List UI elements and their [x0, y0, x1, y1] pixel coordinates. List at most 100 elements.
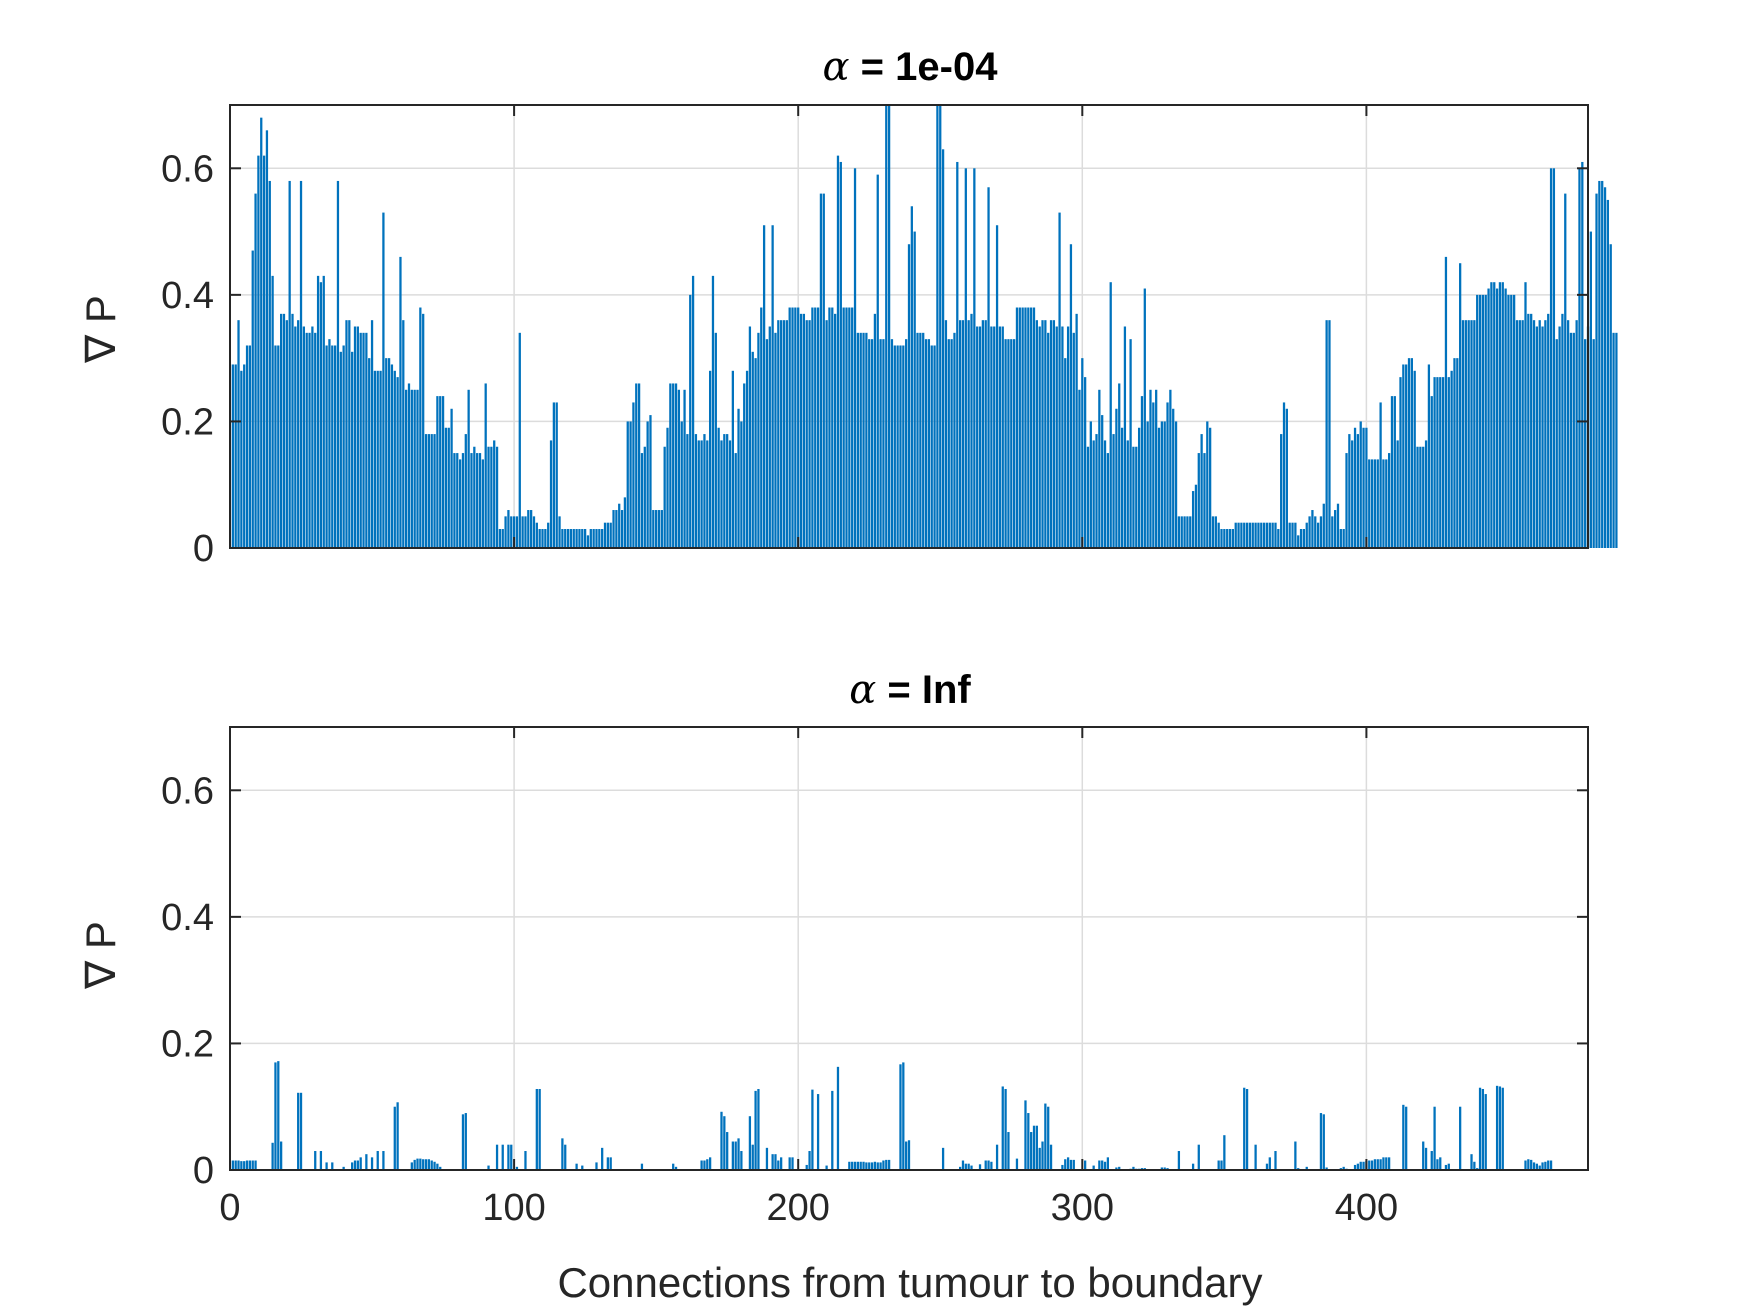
bottom-panel-bar — [1217, 1160, 1220, 1170]
top-panel-bar — [1177, 516, 1181, 548]
top-panel-bar — [873, 313, 877, 548]
top-panel-bar — [1066, 326, 1070, 548]
top-panel-bar — [339, 351, 342, 548]
top-panel-bar — [902, 345, 905, 548]
top-panel-bar — [984, 320, 987, 548]
top-panel-bar — [686, 434, 689, 548]
top-panel-bar — [1123, 326, 1127, 548]
bottom-panel-bar — [1459, 1106, 1462, 1170]
top-panel-bar — [865, 332, 868, 548]
bottom-panel-bar — [575, 1163, 578, 1170]
bottom-panel-bar — [436, 1163, 439, 1170]
bottom-panel-bar — [899, 1064, 902, 1170]
top-panel-bar — [677, 389, 681, 548]
bottom-panel-bar — [1084, 1160, 1087, 1170]
bottom-panel-bar — [1430, 1151, 1433, 1170]
bottom-panel-bar — [410, 1162, 413, 1170]
top-panel-bar — [657, 510, 661, 548]
top-panel-bar — [819, 193, 823, 548]
top-panel-bar — [1535, 326, 1538, 548]
bottom-panel-bar — [461, 1114, 465, 1170]
top-panel-bar — [1010, 339, 1013, 548]
bottom-panel-bar — [1106, 1157, 1110, 1170]
bottom-panel-bar — [240, 1161, 243, 1170]
top-panel-bar — [1038, 326, 1041, 548]
top-panel-bar — [618, 503, 621, 548]
top-panel-bar — [643, 446, 646, 548]
bottom-panel-bar — [1274, 1151, 1277, 1170]
top-panel-bar — [1334, 510, 1337, 548]
bottom-panel-bar — [1439, 1157, 1442, 1170]
bottom-panel-bar — [774, 1154, 777, 1170]
bottom-panel-bar — [1177, 1151, 1181, 1170]
top-panel-bar — [427, 434, 431, 548]
bottom-panel-bar — [1007, 1132, 1010, 1170]
bottom-panel-y-tick-label: 0.6 — [161, 770, 214, 812]
top-panel-bar — [1373, 459, 1377, 548]
top-panel-bar — [484, 383, 487, 548]
top-panel-bar — [583, 529, 587, 548]
top-panel-bar — [1305, 522, 1308, 548]
bottom-panel-bar — [1362, 1161, 1365, 1170]
top-panel-bar — [564, 529, 567, 548]
bottom-panel-bar — [987, 1160, 990, 1170]
top-panel-bar — [436, 396, 439, 548]
bottom-panel-bar — [836, 1066, 840, 1170]
top-panel-bar — [1112, 434, 1115, 548]
bottom-panel-bar — [1501, 1087, 1504, 1170]
bottom-panel-bar — [1376, 1159, 1379, 1170]
bottom-panel-bar — [1359, 1161, 1362, 1170]
top-panel-bar — [708, 370, 712, 548]
bottom-panel-bar — [314, 1151, 317, 1170]
top-panel-bar — [487, 446, 490, 548]
bottom-panel-title: α = Inf — [849, 667, 971, 713]
top-panel-bar — [655, 510, 658, 548]
bottom-panel-bar — [1015, 1158, 1019, 1170]
bottom-panel-bar — [1243, 1087, 1246, 1170]
top-panel-bar — [470, 453, 473, 548]
top-panel-bar — [1084, 377, 1087, 548]
top-panel-bar — [1291, 522, 1294, 548]
top-panel-bar — [1566, 320, 1570, 548]
bottom-panel-axes-box — [229, 726, 1589, 1171]
bottom-panel-bar — [811, 1089, 814, 1170]
bottom-panel-bar — [1368, 1160, 1371, 1170]
top-panel-bar — [839, 161, 842, 548]
bottom-panel-bar — [353, 1160, 357, 1170]
top-panel-bar — [1370, 459, 1374, 548]
top-panel-bar — [853, 168, 857, 549]
top-panel-bar — [1018, 307, 1021, 548]
top-panel-bar — [1174, 421, 1178, 548]
top-panel-bar — [552, 402, 556, 548]
top-panel-bar — [581, 529, 584, 548]
top-panel-bar — [1504, 288, 1507, 548]
top-panel-bar — [930, 345, 933, 548]
top-panel-bar — [464, 434, 467, 548]
bottom-panel-bar — [816, 1094, 820, 1170]
top-panel-bar — [825, 320, 828, 548]
bottom-panel-bar — [1387, 1157, 1391, 1170]
top-panel-bar — [512, 516, 516, 548]
top-panel-bar — [893, 345, 896, 548]
top-panel-bar — [405, 389, 408, 548]
top-panel-bars — [231, 105, 1618, 549]
bottom-panel-bar — [1101, 1160, 1104, 1170]
bottom-panel-bar — [1498, 1086, 1502, 1170]
top-panel-bar — [297, 320, 300, 548]
top-panel-bar — [1194, 484, 1198, 548]
bottom-panel-bar — [708, 1157, 712, 1170]
top-panel-bar — [575, 529, 578, 548]
top-panel-bar — [1413, 370, 1416, 548]
top-panel-bar — [1098, 389, 1101, 548]
top-panel-bar — [1285, 408, 1288, 548]
top-panel-bar — [1234, 522, 1237, 548]
bottom-panel-bar — [1030, 1132, 1033, 1170]
top-panel-bar — [1331, 516, 1334, 548]
top-panel-bar — [703, 434, 706, 548]
bottom-panel-bar — [873, 1161, 877, 1170]
top-panel-bar — [1419, 446, 1422, 548]
top-panel-bar — [532, 516, 536, 548]
bottom-panel-bar — [507, 1144, 510, 1170]
top-panel-bar — [959, 320, 962, 548]
top-panel-bar — [356, 326, 359, 548]
